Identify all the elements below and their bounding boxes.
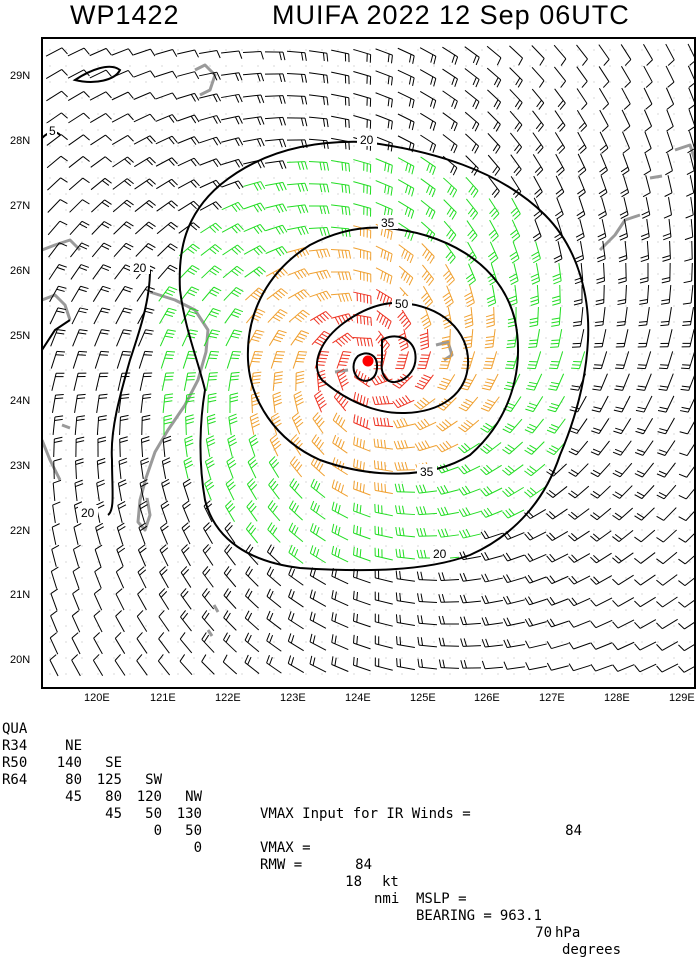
longitude-axis: 120E 121E 122E 123E 124E 125E 126E 127E …	[84, 692, 695, 704]
contour-label-35-south: 35	[420, 465, 434, 479]
lat-label-21n: 21N	[10, 589, 30, 601]
footer-row-r34: R34 140 125 120 130	[2, 721, 699, 738]
vmax-value: 84	[332, 857, 372, 874]
table-header-sw: SW	[122, 772, 162, 789]
contour-label-35-north: 35	[381, 216, 395, 230]
lat-label-24n: 24N	[10, 395, 30, 407]
r50-sw: 50	[122, 806, 162, 823]
lat-label-29n: 29N	[10, 70, 30, 82]
lon-label-127e: 127E	[539, 692, 565, 704]
contour-label-20-south: 20	[433, 547, 447, 561]
vmax-label: VMAX =	[260, 840, 311, 857]
r34-sw: 120	[122, 789, 162, 806]
contour-label-20-west: 20	[133, 261, 147, 275]
r50-se: 80	[82, 789, 122, 806]
lon-label-120e: 120E	[84, 692, 110, 704]
mslp-label: MSLP =	[416, 891, 467, 908]
lon-label-123e: 123E	[280, 692, 306, 704]
bearing-label: BEARING =	[416, 908, 492, 925]
wind-map: 5 20 20 20 20 35 35 50 29N 28N 27N 26N 2…	[0, 0, 699, 704]
contour-20kt-west	[108, 270, 150, 515]
contour-20kt-sw	[42, 320, 70, 350]
r50-nw: 50	[162, 823, 202, 840]
lat-label-28n: 28N	[10, 135, 30, 147]
latitude-axis: 29N 28N 27N 26N 25N 24N 23N 22N 21N 20N	[10, 70, 30, 666]
r34-nw: 130	[162, 806, 202, 823]
lon-label-129e: 129E	[669, 692, 695, 704]
contour-label-50: 50	[395, 297, 409, 311]
r64-nw: 0	[162, 840, 202, 857]
lon-label-122e: 122E	[215, 692, 241, 704]
lon-label-128e: 128E	[604, 692, 630, 704]
r64-se: 45	[82, 806, 122, 823]
vmax-ir-label: VMAX Input for IR Winds =	[260, 806, 471, 823]
vmax-ir-value: 84	[522, 823, 582, 840]
r34-se: 125	[82, 772, 122, 789]
r64-label: R64	[2, 772, 42, 789]
lat-label-26n: 26N	[10, 265, 30, 277]
lat-label-20n: 20N	[10, 654, 30, 666]
lon-label-124e: 124E	[345, 692, 371, 704]
lat-label-25n: 25N	[10, 330, 30, 342]
rmw-unit: nmi	[374, 891, 399, 908]
mslp-unit: hPa	[555, 925, 580, 942]
r64-sw: 0	[122, 823, 162, 840]
lat-label-22n: 22N	[10, 525, 30, 537]
footer-row-r64: R64 45 45 0 0 RMW = 18 nmi BEARING = 70 …	[2, 755, 699, 772]
bearing-unit: degrees	[562, 942, 621, 959]
r64-ne: 45	[42, 789, 82, 806]
wind-radii-footer: QUA NE SE SW NW VMAX Input for IR Winds …	[2, 704, 699, 772]
contour-label-20-north: 20	[360, 133, 374, 147]
footer-row-header: QUA NE SE SW NW VMAX Input for IR Winds …	[2, 704, 699, 721]
contour-label-5: 5	[49, 124, 56, 138]
bearing-value: 70	[502, 925, 552, 942]
storm-center-icon	[363, 356, 374, 367]
table-header-nw: NW	[162, 789, 202, 806]
contour-label-20-southwest: 20	[81, 506, 95, 520]
vmax-unit: kt	[382, 874, 399, 891]
footer-row-r50: R50 80 80 50 50 VMAX = 84 kt MSLP = 963.…	[2, 738, 699, 755]
lon-label-121e: 121E	[150, 692, 176, 704]
rmw-label: RMW =	[260, 857, 302, 874]
coastline	[42, 65, 695, 636]
lon-label-125e: 125E	[410, 692, 436, 704]
rmw-value: 18	[322, 874, 362, 891]
lon-label-126e: 126E	[474, 692, 500, 704]
lat-label-23n: 23N	[10, 460, 30, 472]
lat-label-27n: 27N	[10, 200, 30, 212]
r50-ne: 80	[42, 772, 82, 789]
